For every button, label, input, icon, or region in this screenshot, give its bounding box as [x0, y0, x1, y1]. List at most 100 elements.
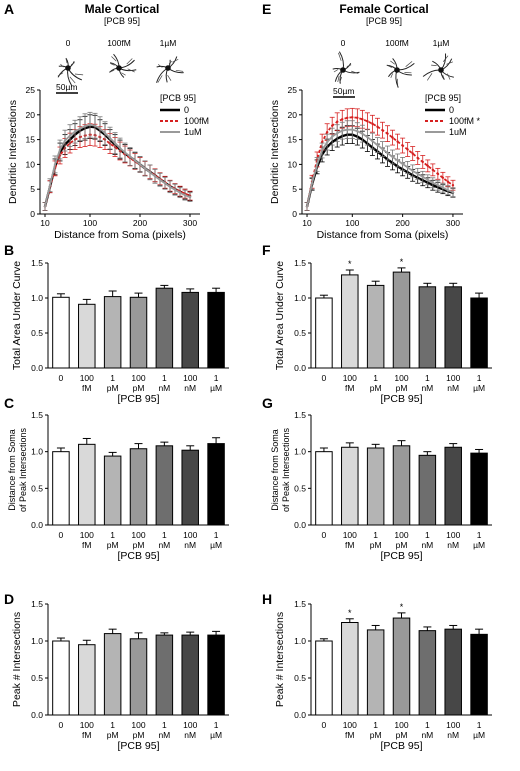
data-point [361, 132, 364, 135]
y-tick-label: 1.0 [31, 636, 43, 646]
data-point [436, 184, 440, 187]
y-tick-label: 1.0 [294, 447, 306, 457]
neuron-image [332, 51, 360, 84]
panel-letter: A [4, 1, 14, 17]
x-tick-label: 100 fM [80, 530, 94, 550]
x-tick-label: 1 µM [210, 720, 222, 740]
data-point [330, 135, 334, 138]
dendrite-branch [390, 60, 396, 65]
dendrite-branch [172, 59, 179, 63]
x-axis-label: [PCB 95] [117, 393, 159, 405]
data-point [416, 156, 419, 160]
y-tick-label: 0.5 [31, 673, 43, 683]
data-point [346, 116, 349, 119]
x-tick-label-part: µM [210, 383, 222, 393]
panel-letter: B [4, 242, 14, 258]
data-point [148, 171, 152, 174]
data-point [143, 167, 147, 170]
bar [207, 634, 225, 716]
x-tick-label-part: 100 [394, 373, 408, 383]
x-tick-label-part: 1 [214, 720, 219, 730]
image-label: 1µM [160, 38, 177, 48]
dendrite-branch [57, 72, 64, 77]
x-tick-label-part: µM [473, 540, 485, 550]
bar [470, 297, 488, 369]
x-tick-label-part: pM [370, 383, 382, 393]
panel-a: A Male Cortical[PCB 95]0 100fM 1µM50µm05101… [4, 1, 209, 241]
x-tick-label: 100 nM [446, 373, 460, 393]
soma [65, 65, 71, 71]
data-point [436, 172, 440, 176]
bar [78, 303, 96, 369]
legend-label: 100fM * [449, 116, 481, 126]
bar [129, 296, 148, 369]
bar [78, 443, 96, 526]
y-axis-label: Peak # Intersections [274, 612, 286, 707]
bar [103, 633, 122, 716]
data-point [68, 134, 72, 137]
x-tick-label-part: 100 [131, 373, 145, 383]
x-tick-label: 1 µM [210, 373, 222, 393]
data-point [48, 184, 52, 187]
x-tick-label: 1 nM [421, 373, 433, 393]
data-point [43, 205, 47, 208]
data-point [133, 159, 137, 162]
x-tick-label-part: fM [82, 540, 91, 550]
dendrite-branch [387, 64, 393, 68]
bar [470, 452, 488, 526]
x-tick-label: 1 pM [370, 530, 382, 550]
y-tick-label: 10 [26, 159, 36, 169]
x-tick-label: 1 µM [473, 373, 485, 393]
x-axis-label: [PCB 95] [380, 550, 422, 562]
x-tick-label-part: fM [345, 540, 354, 550]
scale-bar-label: 50µm [56, 82, 77, 92]
y-axis-label-line: of Peak Intersections [281, 427, 291, 512]
x-tick-label-part: µM [473, 730, 485, 740]
y-tick-label: 5 [30, 184, 35, 194]
soma [340, 67, 346, 73]
dendrite-branch [126, 58, 133, 65]
x-tick-label-part: 100 [131, 530, 145, 540]
dendrite-branch [65, 58, 68, 64]
dendrite-branch [168, 61, 173, 65]
data-point [123, 151, 127, 154]
x-tick-label-part: 1 [110, 373, 115, 383]
x-tick-label: 1 pM [107, 373, 119, 393]
dendrite-branch [431, 64, 437, 66]
soma [165, 65, 171, 71]
x-tick-label: 0 [59, 373, 64, 383]
x-tick-label-part: pM [107, 383, 119, 393]
panel-e: E Female Cortical[PCB 95]0 100fM 1µM50µm051… [262, 1, 481, 241]
data-point [163, 182, 167, 185]
x-tick-label-part: 100 [80, 720, 94, 730]
bar [207, 443, 225, 526]
dendrite-branch [442, 74, 445, 80]
bar [392, 445, 411, 526]
y-tick-label: 1.5 [294, 599, 306, 609]
data-point [138, 163, 142, 166]
y-tick-label: 25 [26, 85, 36, 95]
data-point [325, 140, 329, 144]
data-point [118, 146, 122, 150]
x-tick-label: 100 nM [183, 720, 197, 740]
panel-title: Male Cortical [85, 2, 160, 16]
data-point [421, 175, 424, 178]
scale-bar-label: 50µm [333, 86, 354, 96]
data-point [391, 136, 394, 139]
panel-title: Female Cortical [339, 2, 428, 16]
y-tick-label: 1.5 [31, 258, 43, 268]
bar [392, 617, 411, 716]
bar [418, 286, 437, 369]
y-tick-label: 0.0 [294, 710, 306, 720]
data-point [446, 180, 450, 183]
x-tick-label-part: nM [421, 540, 433, 550]
dendrite-branch [60, 63, 64, 68]
data-point [376, 143, 379, 147]
y-tick-label: 0.0 [294, 520, 306, 530]
bar [418, 454, 437, 526]
x-tick-label-part: pM [107, 730, 119, 740]
x-tick-label: 1 nM [421, 720, 433, 740]
x-tick-label-part: 1 [425, 720, 430, 730]
data-point [336, 131, 339, 135]
x-tick-label: 10 [302, 218, 312, 228]
